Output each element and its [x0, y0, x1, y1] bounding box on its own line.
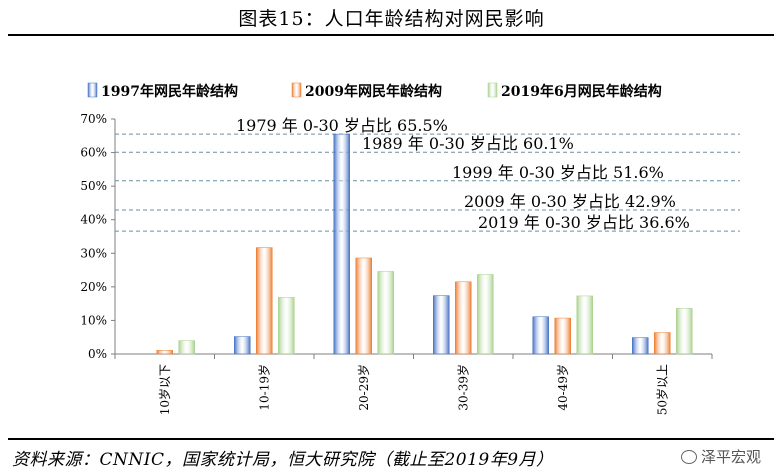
x-tick-label: 50岁以上: [654, 364, 669, 415]
legend-swatch: [487, 82, 498, 98]
footer-rule: [8, 438, 774, 440]
y-tick-label: 60%: [80, 146, 107, 160]
watermark: 泽平宏观: [680, 446, 761, 467]
bar: [676, 308, 693, 355]
x-tick-label: 10-19岁: [256, 364, 271, 411]
bar: [278, 297, 295, 355]
x-tick-label: 10岁以下: [157, 364, 172, 415]
chart-header: 图表15：人口年龄结构对网民影响: [0, 0, 783, 34]
y-tick-label: 20%: [80, 280, 107, 294]
bar: [256, 247, 273, 355]
reference-label: 2009 年 0-30 岁占比 42.9%: [464, 192, 676, 211]
bar: [178, 340, 195, 355]
y-tick-label: 50%: [80, 179, 107, 193]
bar: [576, 295, 593, 355]
bar: [234, 336, 251, 355]
y-tick-label: 0%: [88, 347, 107, 361]
legend-label: 1997年网民年龄结构: [101, 83, 238, 100]
bar: [433, 295, 450, 355]
bar: [477, 274, 494, 355]
legend-swatch: [87, 82, 98, 98]
legend-swatch: [291, 82, 302, 98]
watermark-label: 泽平宏观: [700, 448, 761, 466]
bar: [554, 317, 571, 355]
bar: [532, 316, 549, 355]
bar: [654, 332, 671, 355]
x-tick-label: 30-39岁: [455, 364, 470, 411]
legend-label: 2009年网民年龄结构: [305, 83, 442, 100]
reference-label: 2019 年 0-30 岁占比 36.6%: [478, 213, 690, 232]
x-tick-label: 20-29岁: [356, 364, 371, 411]
bar: [377, 271, 394, 355]
y-tick-label: 30%: [80, 246, 107, 260]
header-rule: [8, 34, 774, 36]
source-note: 资料来源：CNNIC，国家统计局，恒大研究院（截止至2019年9月）: [12, 450, 554, 470]
reference-label: 1989 年 0-30 岁占比 60.1%: [362, 134, 574, 153]
bar: [156, 350, 173, 355]
y-tick-label: 10%: [80, 313, 107, 327]
bar: [632, 337, 649, 355]
x-tick-label: 40-49岁: [555, 364, 570, 411]
wechat-icon: [680, 449, 697, 464]
bar: [333, 133, 350, 355]
bar: [455, 281, 472, 355]
bar: [355, 257, 372, 355]
y-tick-label: 70%: [80, 112, 107, 126]
y-tick-label: 40%: [80, 213, 107, 227]
chart-caption: 图表15：人口年龄结构对网民影响: [238, 8, 545, 30]
reference-label: 1979 年 0-30 岁占比 65.5%: [236, 116, 448, 135]
legend-label: 2019年6月网民年龄结构: [501, 83, 662, 100]
reference-label: 1999 年 0-30 岁占比 51.6%: [452, 163, 664, 182]
